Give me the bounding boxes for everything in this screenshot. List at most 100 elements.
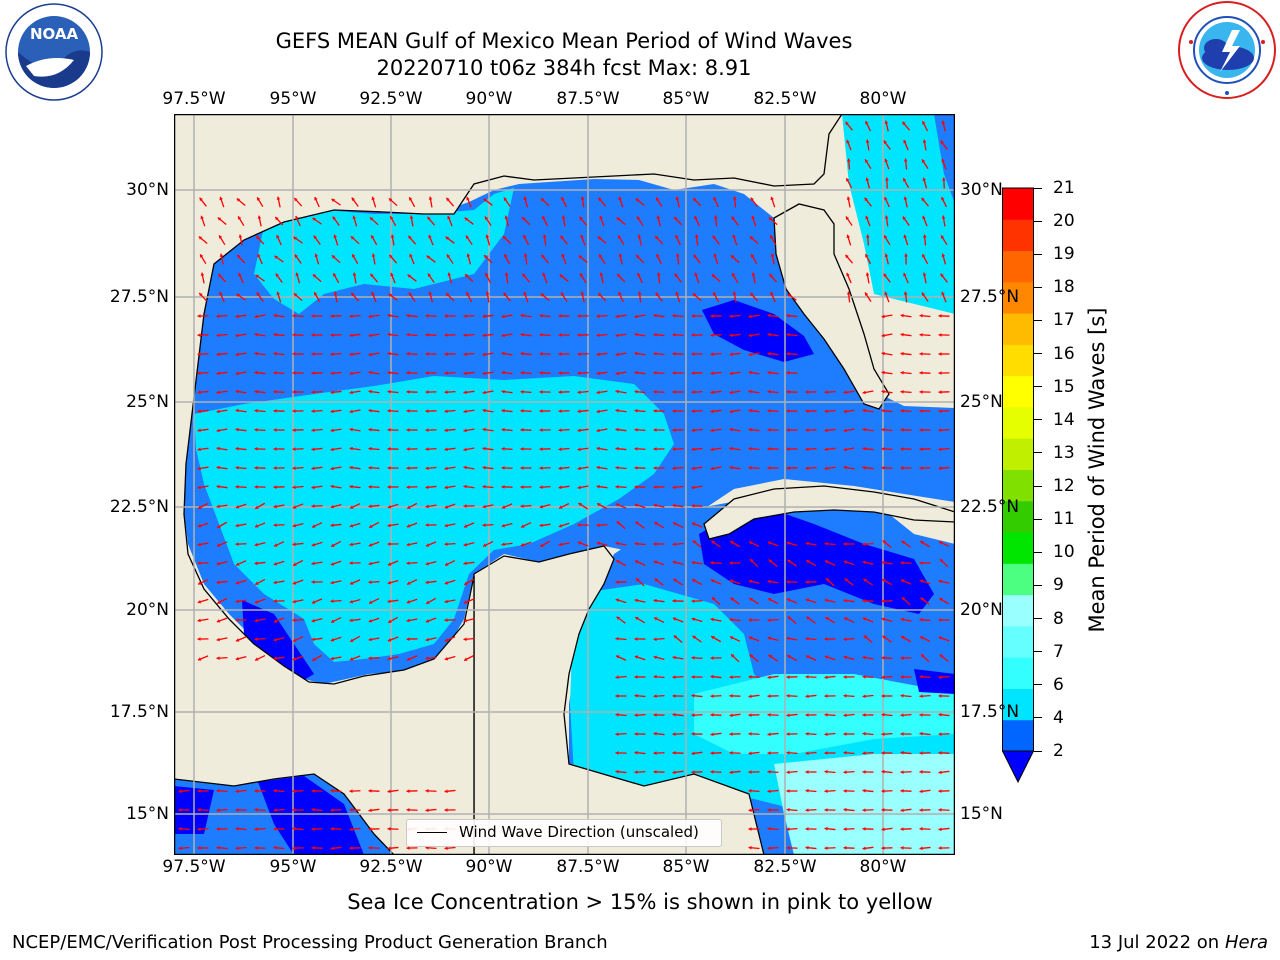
wind-arrow [768, 559, 778, 567]
wind-arrow [178, 826, 190, 831]
wind-arrow [558, 542, 570, 547]
wind-arrow [824, 789, 836, 794]
wind-arrow [330, 314, 342, 318]
wind-arrow [560, 235, 568, 245]
wind-arrow [254, 351, 266, 356]
wind-arrow [331, 198, 341, 206]
wind-arrow [406, 637, 418, 641]
wind-arrow [881, 599, 893, 604]
wind-arrow [729, 409, 741, 414]
wind-arrow [330, 617, 342, 623]
wind-arrow [767, 751, 779, 755]
wind-arrow [501, 503, 513, 509]
wind-arrow [767, 732, 779, 737]
wind-arrow [520, 522, 532, 528]
wind-arrow [900, 845, 912, 850]
wind-arrow [598, 197, 606, 207]
wind-arrow [463, 578, 475, 586]
wind-arrow [693, 254, 701, 264]
wind-arrow [235, 427, 247, 432]
wind-arrow [941, 196, 947, 208]
wind-arrow [387, 332, 399, 337]
wind-arrow [407, 274, 417, 282]
wind-arrow [197, 827, 209, 832]
wind-arrow [219, 196, 225, 208]
colorbar-tick-mark [1034, 684, 1042, 686]
wind-arrow [653, 503, 665, 508]
wind-arrow [672, 352, 684, 356]
wind-arrow [922, 177, 928, 189]
wind-arrow [843, 655, 855, 660]
wind-arrow [236, 254, 246, 264]
wind-arrow [921, 159, 929, 169]
wind-arrow [615, 732, 627, 737]
wind-arrow [501, 522, 513, 528]
wind-arrow [349, 655, 361, 661]
wind-arrow [615, 484, 627, 489]
wind-arrow [238, 272, 244, 284]
wind-arrow [862, 770, 874, 774]
wind-arrow [903, 158, 908, 170]
wind-arrow [653, 389, 665, 394]
wind-arrow [445, 292, 455, 302]
wind-arrow [919, 674, 931, 679]
wind-arrow [197, 598, 209, 604]
wind-arrow [634, 560, 646, 566]
wind-arrow [387, 447, 399, 451]
wind-arrow [675, 253, 680, 265]
wind-arrow [539, 390, 551, 394]
wind-arrow [520, 485, 532, 489]
wind-arrow [919, 332, 931, 337]
wind-arrow [197, 807, 209, 812]
wind-arrow [578, 255, 588, 263]
wind-arrow [444, 560, 456, 566]
wind-arrow [408, 292, 416, 302]
wind-arrow [843, 598, 855, 603]
wind-arrow [674, 273, 682, 283]
wind-arrow [710, 371, 722, 376]
wind-arrow [805, 827, 817, 831]
wind-arrow [330, 352, 342, 357]
wind-arrow [881, 846, 893, 850]
wind-arrow [919, 713, 931, 717]
wind-arrow [387, 579, 399, 585]
wind-arrow [862, 827, 874, 831]
wind-arrow [292, 390, 304, 394]
wind-arrow [235, 636, 247, 642]
wind-arrow [634, 485, 646, 489]
wind-arrow [672, 332, 684, 337]
wind-arrow [862, 427, 874, 432]
wind-arrow [596, 390, 608, 395]
wind-arrow [332, 216, 340, 226]
wind-arrow [672, 522, 684, 528]
wind-arrow [938, 827, 950, 832]
wind-arrow [596, 502, 608, 510]
lat-tick-right: 17.5°N [960, 702, 1020, 722]
wind-arrow [539, 466, 551, 471]
wind-arrow [390, 272, 396, 284]
wind-arrow [197, 428, 209, 433]
colorbar-tick: 12 [1053, 476, 1075, 497]
wind-arrow [637, 291, 642, 303]
wind-arrow [902, 216, 910, 226]
wind-arrow [901, 596, 911, 606]
wind-arrow [919, 390, 931, 394]
wind-arrow [236, 293, 246, 301]
colorbar-segment [1002, 313, 1034, 345]
wind-arrow [333, 291, 338, 303]
wind-arrow [333, 234, 339, 246]
wind-arrow [313, 291, 321, 303]
wind-arrow [292, 485, 304, 490]
wind-arrow [653, 617, 665, 623]
wind-arrow [444, 390, 456, 395]
wind-arrow [730, 254, 740, 264]
wind-arrow [729, 579, 741, 585]
wind-arrow [865, 215, 871, 227]
wind-arrow [845, 121, 853, 131]
wind-arrow [922, 272, 927, 284]
wind-arrow [598, 253, 606, 265]
colorbar-segment [1002, 719, 1034, 752]
wind-arrow [751, 215, 757, 227]
wind-arrow [482, 446, 494, 451]
wind-arrow [615, 352, 627, 357]
